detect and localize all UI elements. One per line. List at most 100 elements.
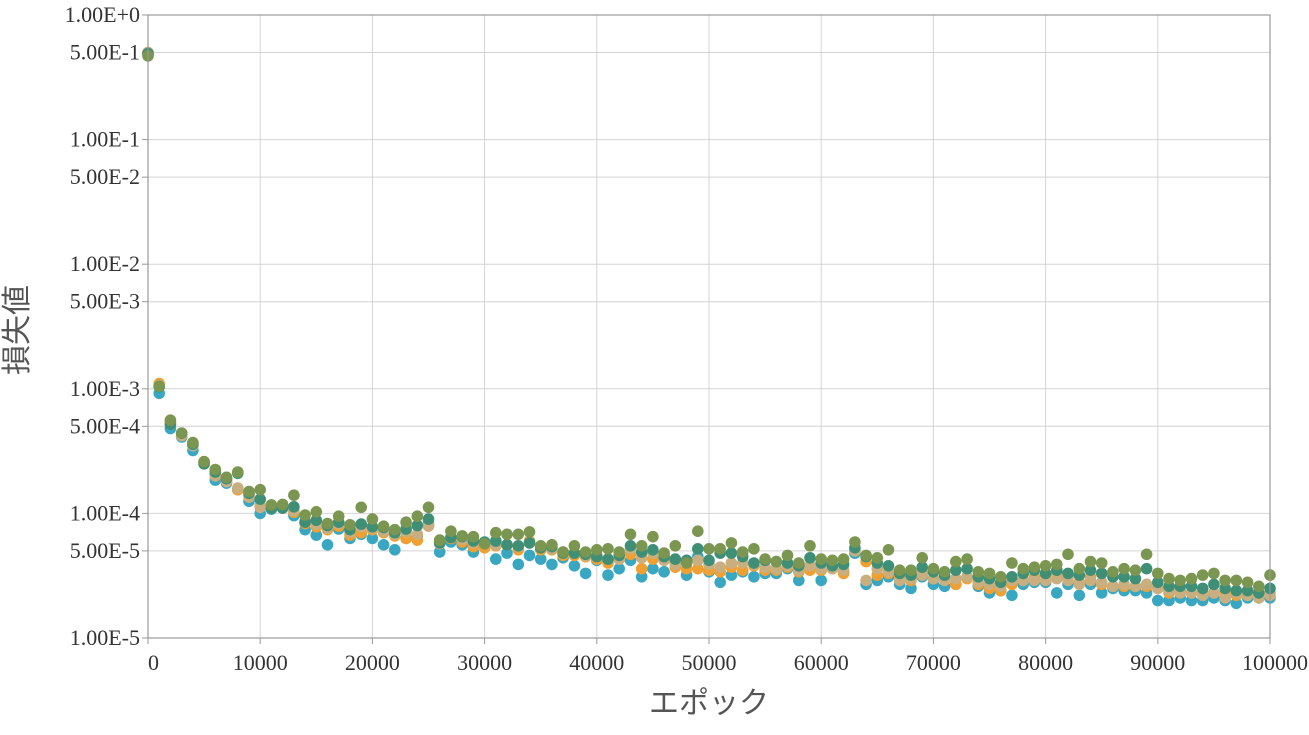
data-point bbox=[961, 562, 973, 575]
data-point bbox=[445, 525, 457, 537]
data-point bbox=[1230, 597, 1243, 610]
data-point bbox=[400, 516, 412, 528]
y-axis-ticks: 1.00E+0 5.00E-1 1.00E-1 5.00E-2 1.00E-2 5.00E… bbox=[65, 2, 148, 650]
data-point bbox=[243, 485, 255, 498]
data-point bbox=[422, 513, 435, 525]
data-point bbox=[1095, 567, 1108, 580]
data-point bbox=[254, 493, 266, 506]
data-point bbox=[613, 546, 625, 558]
y-tick-label: 5.00E-2 bbox=[70, 164, 140, 189]
data-point bbox=[692, 562, 704, 575]
data-point bbox=[938, 566, 951, 578]
data-point bbox=[1084, 564, 1097, 576]
data-point bbox=[1073, 562, 1086, 575]
data-point bbox=[1241, 584, 1254, 597]
data-point bbox=[882, 560, 895, 572]
data-point bbox=[164, 414, 177, 427]
data-point bbox=[187, 436, 199, 449]
data-point bbox=[1118, 571, 1130, 583]
y-axis-title: 損失値 bbox=[0, 285, 35, 375]
data-point bbox=[1208, 567, 1220, 580]
data-point bbox=[692, 525, 704, 537]
data-point bbox=[1219, 592, 1231, 604]
data-point bbox=[153, 380, 165, 393]
data-point bbox=[265, 499, 278, 511]
y-tick-label: 1.00E-4 bbox=[70, 500, 140, 525]
data-point bbox=[950, 564, 962, 576]
data-point bbox=[703, 543, 715, 555]
data-point bbox=[714, 561, 726, 573]
data-point bbox=[1028, 574, 1041, 587]
data-point bbox=[1095, 587, 1108, 599]
data-point bbox=[501, 547, 513, 559]
data-point bbox=[950, 572, 962, 585]
data-point bbox=[276, 498, 289, 511]
data-point bbox=[490, 526, 502, 539]
data-point bbox=[647, 562, 659, 575]
data-point bbox=[377, 539, 390, 551]
data-point bbox=[961, 571, 973, 583]
data-point bbox=[860, 574, 872, 587]
data-point bbox=[905, 582, 917, 595]
data-point bbox=[433, 546, 446, 558]
data-point bbox=[299, 509, 311, 521]
data-point bbox=[1107, 566, 1119, 578]
data-point bbox=[411, 510, 424, 522]
data-point bbox=[546, 539, 558, 551]
data-point bbox=[1163, 572, 1175, 585]
data-point bbox=[680, 557, 693, 569]
data-point bbox=[748, 557, 760, 569]
data-point bbox=[983, 567, 996, 580]
data-point bbox=[288, 501, 300, 513]
data-point bbox=[1208, 578, 1220, 591]
data-point bbox=[389, 523, 401, 536]
data-point bbox=[1219, 574, 1231, 587]
data-point bbox=[635, 571, 648, 583]
data-point bbox=[994, 571, 1007, 583]
x-tick-label: 20000 bbox=[345, 650, 400, 675]
data-point bbox=[355, 518, 368, 530]
series-5 bbox=[142, 50, 1276, 593]
data-point bbox=[422, 501, 435, 514]
data-point bbox=[1129, 572, 1142, 585]
data-point bbox=[613, 562, 625, 575]
data-point bbox=[366, 513, 379, 525]
data-point bbox=[692, 554, 704, 567]
data-point bbox=[624, 528, 637, 541]
x-axis-title: エポック bbox=[649, 686, 769, 721]
data-point bbox=[1084, 574, 1097, 587]
data-point bbox=[1118, 562, 1130, 575]
data-point bbox=[860, 549, 872, 562]
y-tick-label: 5.00E-1 bbox=[70, 40, 140, 65]
data-point bbox=[579, 567, 592, 580]
y-tick-label: 5.00E-4 bbox=[70, 413, 140, 438]
data-point bbox=[1241, 576, 1254, 589]
data-point bbox=[534, 553, 547, 565]
data-point bbox=[748, 543, 760, 555]
data-point bbox=[1140, 562, 1153, 575]
data-point bbox=[1062, 548, 1074, 561]
x-tick-label: 30000 bbox=[457, 650, 512, 675]
x-tick-label: 60000 bbox=[794, 650, 849, 675]
data-point bbox=[456, 530, 469, 542]
data-point bbox=[1174, 574, 1186, 587]
data-point bbox=[1084, 555, 1097, 568]
data-point bbox=[624, 540, 637, 552]
x-axis-ticks: 0 10000 20000 30000 40000 50000 60000 70000 8000… bbox=[147, 638, 1308, 675]
data-point bbox=[321, 539, 334, 551]
y-tick-label: 1.00E-1 bbox=[70, 127, 140, 152]
data-point bbox=[377, 520, 390, 532]
data-point bbox=[882, 544, 895, 556]
data-point bbox=[849, 536, 861, 548]
data-point bbox=[759, 553, 771, 565]
data-point bbox=[1006, 571, 1018, 583]
data-point bbox=[714, 543, 726, 555]
data-point bbox=[804, 540, 816, 552]
data-point bbox=[310, 506, 323, 518]
data-point bbox=[1152, 567, 1164, 580]
data-point bbox=[411, 528, 424, 541]
data-point bbox=[1219, 582, 1231, 595]
data-point bbox=[433, 534, 446, 546]
data-point bbox=[1028, 561, 1041, 573]
